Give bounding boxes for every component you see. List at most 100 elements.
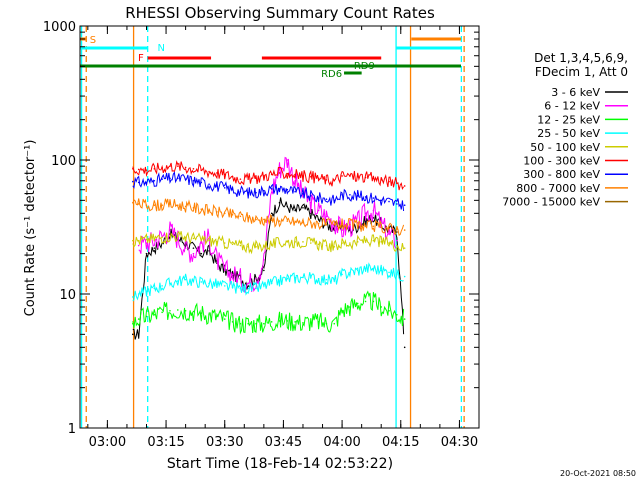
series-point-6-18 [270,187,273,190]
series-point-7-0 [132,201,134,204]
series-point-1-12 [231,273,234,276]
footer-timestamp: 20-Oct-2021 08:50 [560,469,636,478]
series-point-1-16 [263,258,265,261]
series-point-5-15 [247,178,250,180]
series-point-4-16 [255,246,257,248]
series-point-2-3 [153,313,156,316]
legend-label-6: 300 - 800 keV [523,168,600,181]
series-point-7-9 [200,208,203,210]
x-tick-label-6: 04:30 [441,435,478,450]
series-point-4-29 [356,241,359,243]
series-point-6-16 [255,191,257,194]
series-point-6-4 [161,178,163,180]
series-point-7-11 [216,211,218,213]
series-point-5-34 [396,182,398,185]
legend-label-4: 50 - 100 keV [530,141,600,154]
series-point-3-32 [380,269,383,272]
series-point-6-8 [192,179,195,182]
series-point-2-24 [317,321,320,323]
series-point-2-21 [294,321,296,323]
series-6 [132,171,406,212]
series-point-7-4 [161,204,163,206]
series-point-7-6 [176,204,179,206]
series-point-6-11 [216,185,218,187]
series-point-2-4 [161,311,163,314]
series-point-6-29 [356,195,359,197]
series-point-3-15 [247,287,250,290]
series-point-3-34 [396,273,398,276]
x-tick-label-5: 04:15 [382,435,419,450]
series-point-5-20 [286,172,289,175]
legend-label-0: 3 - 6 keV [551,86,600,99]
series-point-4-14 [239,244,242,247]
series-point-5-12 [223,173,226,176]
series-point-0-0 [132,333,134,336]
series-point-3-14 [239,287,242,290]
series-point-4-17 [263,244,265,247]
series-point-1-22 [309,201,312,204]
series-point-7-29 [356,224,359,227]
legend-label-8: 7000 - 15000 keV [502,196,600,209]
series-point-4-34 [396,244,398,247]
series-point-3-21 [294,277,296,279]
series-point-5-25 [325,179,328,181]
flag-label-4: RD6 [321,69,342,80]
series-point-0-21 [294,209,296,212]
series-point-0-1 [137,333,140,336]
series-point-7-1 [137,203,140,205]
series-point-3-25 [325,278,328,281]
series-point-4-13 [231,243,234,246]
x-tick-label-4: 04:00 [323,435,360,450]
series-point-7-8 [192,206,195,209]
series-point-5-4 [161,166,163,169]
series-point-2-19 [278,320,281,322]
series-point-7-5 [169,203,171,205]
series-point-2-11 [216,315,218,318]
series-point-5-29 [356,175,359,178]
series-point-0-2 [145,252,148,255]
series-point-2-35 [403,318,406,320]
series-point-3-19 [278,280,281,282]
series-point-7-24 [317,222,320,225]
series-point-1-33 [396,239,398,242]
series-point-3-6 [176,280,179,282]
series-point-4-22 [302,241,304,243]
series-point-2-30 [364,300,367,303]
series-point-5-28 [349,175,351,177]
series-point-6-12 [223,187,226,189]
series-point-6-7 [184,178,187,180]
flag-label-1: N [157,43,164,54]
series-point-3-3 [153,287,156,290]
series-point-5-1 [137,168,140,171]
series-point-4-8 [192,237,195,240]
series-point-6-27 [341,193,343,196]
series-point-5-11 [216,172,218,174]
series-point-6-26 [333,199,336,202]
series-point-1-10 [216,258,218,261]
series-point-5-7 [184,166,187,169]
series-point-4-30 [364,239,367,242]
series-point-7-33 [388,227,390,229]
series-point-6-19 [278,187,281,190]
series-point-5-27 [341,175,343,177]
series-point-7-35 [403,229,406,231]
series-point-5-26 [333,179,336,182]
series-point-5-32 [380,179,383,181]
series-point-3-12 [223,285,226,287]
series-point-5-16 [255,177,257,180]
x-tick-label-2: 03:30 [206,435,243,450]
series-point-4-26 [333,246,336,248]
y-axis-label: Count Rate (s⁻¹ detector⁻¹) [23,140,38,317]
series-point-4-6 [176,235,179,237]
series-point-1-15 [255,277,257,280]
series-point-3-28 [349,271,351,274]
legend-header-0: Det 1,3,4,5,6,9, [534,51,628,65]
series-point-7-10 [208,209,210,212]
legend-label-5: 100 - 300 keV [523,155,600,168]
y-tick-label-2: 100 [51,154,76,169]
series-3 [132,262,406,302]
series-point-7-18 [270,219,273,222]
series-point-2-16 [255,322,257,325]
series-point-0-19 [278,201,281,204]
y-tick-label-3: 1000 [43,20,76,35]
